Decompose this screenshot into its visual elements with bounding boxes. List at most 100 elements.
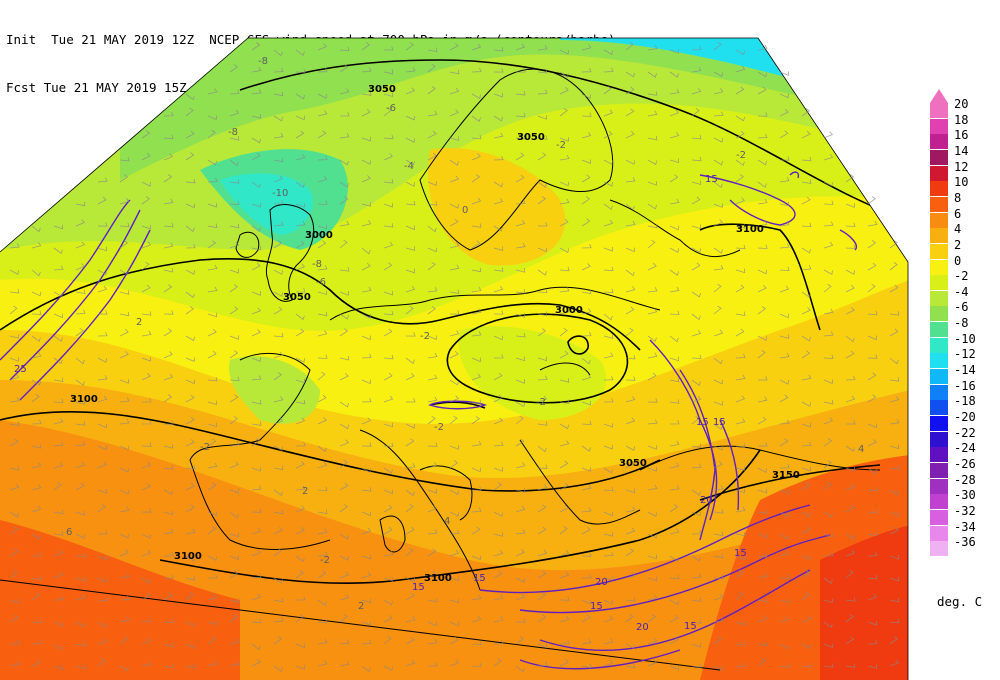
wind-barb <box>801 615 811 623</box>
wind-barb <box>229 555 239 560</box>
wind-barb <box>317 265 328 271</box>
legend-swatch <box>930 462 948 478</box>
wind-barb <box>97 246 108 252</box>
wind-barb <box>647 484 658 491</box>
wind-barb <box>735 224 746 229</box>
wind-barb <box>31 379 41 386</box>
wind-barb <box>801 569 810 579</box>
wind-barb <box>405 438 415 447</box>
wind-barb <box>735 506 746 513</box>
wind-barb <box>713 423 723 431</box>
wind-barb <box>141 130 151 139</box>
height-contour-label: 3050 <box>517 132 545 143</box>
wind-barb <box>603 467 613 474</box>
wind-barb <box>141 508 152 513</box>
wind-barb <box>295 240 305 249</box>
wind-barb <box>207 115 217 121</box>
wind-barb <box>471 240 481 249</box>
wind-barb <box>185 464 196 470</box>
wind-barb <box>273 240 283 249</box>
wind-barb <box>119 595 130 601</box>
wind-barb <box>669 599 679 606</box>
wind-barb <box>31 575 42 581</box>
wind-barb <box>53 357 63 365</box>
wind-barb <box>406 398 416 403</box>
wind-barb <box>185 555 195 562</box>
wind-barb <box>471 662 482 668</box>
wind-barb <box>119 290 130 295</box>
wind-barb <box>251 262 261 271</box>
wind-barb <box>339 291 349 296</box>
wind-barb <box>515 401 525 408</box>
wind-barb <box>713 461 723 469</box>
wind-barb <box>295 485 306 491</box>
wind-barb <box>867 394 877 403</box>
wind-barb <box>449 289 460 294</box>
wind-barb <box>295 68 306 73</box>
wind-barb <box>581 196 591 205</box>
wind-barb <box>207 329 217 337</box>
wind-barb <box>295 399 306 405</box>
wind-barb <box>801 482 811 491</box>
legend-label: -8 <box>954 316 969 331</box>
wind-barb <box>867 486 878 492</box>
wind-barb <box>185 203 195 209</box>
wind-barb <box>823 551 834 557</box>
wind-barb <box>251 307 262 315</box>
wind-barb <box>537 661 548 667</box>
wind-barb <box>361 108 371 117</box>
wind-barb <box>141 617 152 623</box>
wind-barb <box>515 356 526 362</box>
wind-barb <box>625 177 636 183</box>
wind-barb <box>779 177 790 183</box>
wind-barb <box>823 181 833 187</box>
wind-barb <box>647 159 657 166</box>
wind-barb <box>163 592 173 601</box>
wind-barb <box>141 196 150 205</box>
wind-barb <box>713 485 724 491</box>
wind-barb <box>471 440 482 447</box>
wind-barb <box>361 397 372 403</box>
wind-barb <box>647 262 657 271</box>
wind-barb <box>537 89 548 95</box>
wind-barb <box>449 379 459 386</box>
legend-label: -36 <box>954 535 976 550</box>
wind-barb <box>779 463 790 469</box>
wind-barb <box>405 305 414 315</box>
wind-barb <box>581 174 591 183</box>
legend-swatch <box>930 165 948 181</box>
wind-barb <box>515 529 526 535</box>
wind-barb <box>691 529 702 535</box>
wind-barb <box>537 356 548 362</box>
wind-barb <box>427 201 438 206</box>
wind-barb <box>119 549 129 557</box>
wind-barb <box>867 240 877 249</box>
wind-barb <box>537 115 547 120</box>
wind-barb <box>845 375 856 381</box>
wind-barb <box>471 415 480 425</box>
wind-barb <box>53 665 63 670</box>
wind-barb <box>229 64 239 73</box>
wind-barb <box>119 489 129 495</box>
wind-barb <box>713 88 724 95</box>
wind-barb <box>691 262 701 271</box>
wind-barb <box>537 445 547 453</box>
wind-barb <box>229 268 239 274</box>
wind-barb <box>691 619 702 624</box>
wind-barb <box>251 573 262 579</box>
wind-barb <box>207 482 217 491</box>
wind-barb <box>273 636 283 645</box>
wind-barb <box>317 660 328 667</box>
wind-barb <box>31 639 42 645</box>
wind-barb <box>97 285 108 293</box>
wind-barb <box>515 505 526 513</box>
temperature-label: -2 <box>536 397 546 408</box>
wind-barb <box>163 444 174 449</box>
wind-barb <box>317 110 328 117</box>
wind-barb <box>449 136 460 141</box>
wind-barb <box>559 327 568 337</box>
wind-barb <box>273 91 284 97</box>
wind-barb <box>383 354 394 360</box>
wind-barb <box>779 663 790 668</box>
